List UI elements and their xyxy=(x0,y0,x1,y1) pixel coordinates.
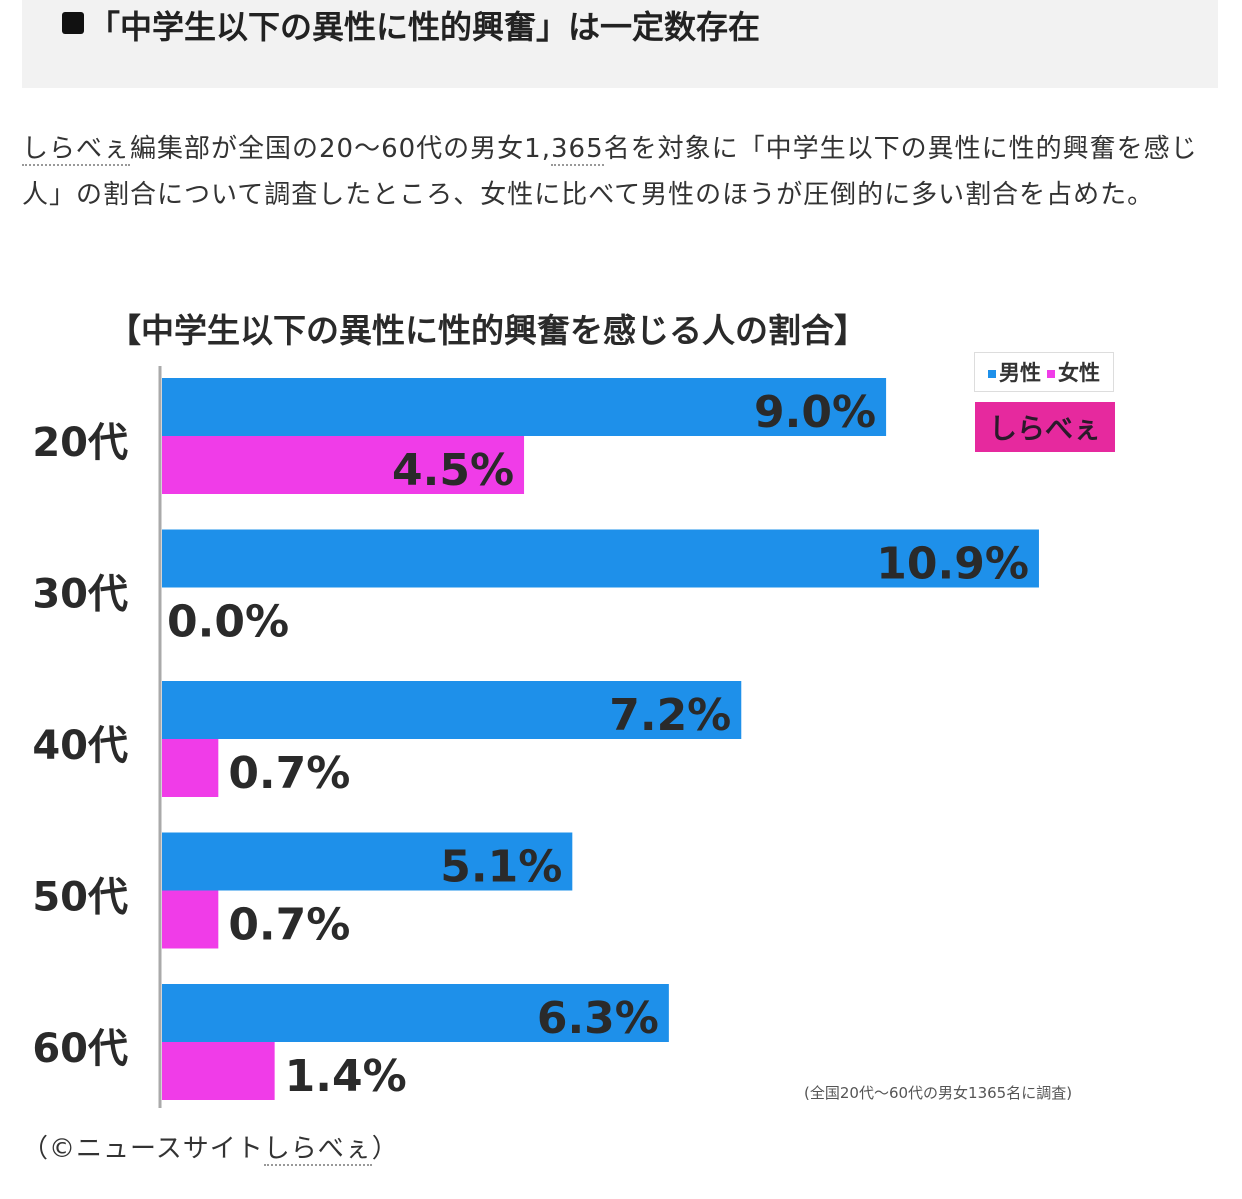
category-label: 20代 xyxy=(32,420,128,466)
category-label: 30代 xyxy=(32,572,128,618)
intro-paragraph: しらべぇ編集部が全国の20〜60代の男女1,365名を対象に「中学生以下の異性に… xyxy=(22,126,1218,218)
category-label: 60代 xyxy=(32,1026,128,1072)
chart-image: 20代 9.0% 4.5% 30代 10.9% 0.0% 40代 7.2% 0.7% 50代 5.1… xyxy=(0,290,1242,1120)
shirabee-link[interactable]: しらべぇ xyxy=(22,134,131,166)
category-label: 50代 xyxy=(32,875,128,921)
credit-open: （©ニュースサイト xyxy=(22,1134,264,1164)
chart-legend: 男性 女性 xyxy=(974,352,1114,392)
heading-text: 「中学生以下の異性に性的興奮」は一定数存在 xyxy=(88,8,761,46)
shirabee-logo: しらべぇ xyxy=(975,402,1115,452)
intro-text-2: 名を対象に「中学生以下の異性に性的興奮を感じ人」の割合について調査したところ、女… xyxy=(22,134,1198,210)
data-label: 6.3% xyxy=(537,993,659,1044)
data-label: 0.7% xyxy=(228,900,350,951)
bar-female xyxy=(162,890,219,949)
section-heading: 「中学生以下の異性に性的興奮」は一定数存在 xyxy=(22,0,1218,88)
data-label: 1.4% xyxy=(285,1051,407,1102)
credit-close: ） xyxy=(371,1134,399,1164)
data-label: 9.0% xyxy=(754,387,876,438)
bar-male xyxy=(162,529,1039,588)
legend-male: 男性 xyxy=(999,361,1041,385)
bar-female xyxy=(162,1042,275,1100)
data-label: 0.0% xyxy=(167,597,289,648)
data-label: 5.1% xyxy=(440,842,562,893)
female-swatch-icon xyxy=(1047,370,1055,378)
bar-female xyxy=(162,436,525,494)
image-credit: （©ニュースサイトしらべぇ） xyxy=(22,1128,399,1166)
data-label: 4.5% xyxy=(392,445,514,496)
bar-male xyxy=(162,378,887,436)
data-label: 7.2% xyxy=(609,690,731,741)
data-label: 10.9% xyxy=(876,539,1029,590)
bar-male xyxy=(162,832,573,891)
intro-text-1: 編集部が全国の20〜60代の男女1, xyxy=(130,134,551,164)
bar-male xyxy=(162,984,669,1042)
category-label: 40代 xyxy=(32,723,128,769)
bar-chart: 20代 9.0% 4.5% 30代 10.9% 0.0% 40代 7.2% 0.7% 50代 5.1… xyxy=(32,366,1039,1108)
data-label: 0.7% xyxy=(228,748,350,799)
bar-male xyxy=(162,681,742,739)
credit-link[interactable]: しらべぇ xyxy=(263,1134,372,1166)
legend-female: 女性 xyxy=(1058,361,1100,385)
chart-title: 【中学生以下の異性に性的興奮を感じる人の割合】 xyxy=(108,311,867,350)
survey-note: (全国20代〜60代の男女1365名に調査) xyxy=(804,1084,1073,1102)
heading-square-icon xyxy=(62,12,84,34)
bar-female xyxy=(162,739,219,797)
male-swatch-icon xyxy=(988,370,996,378)
number-link[interactable]: 365 xyxy=(551,134,604,166)
